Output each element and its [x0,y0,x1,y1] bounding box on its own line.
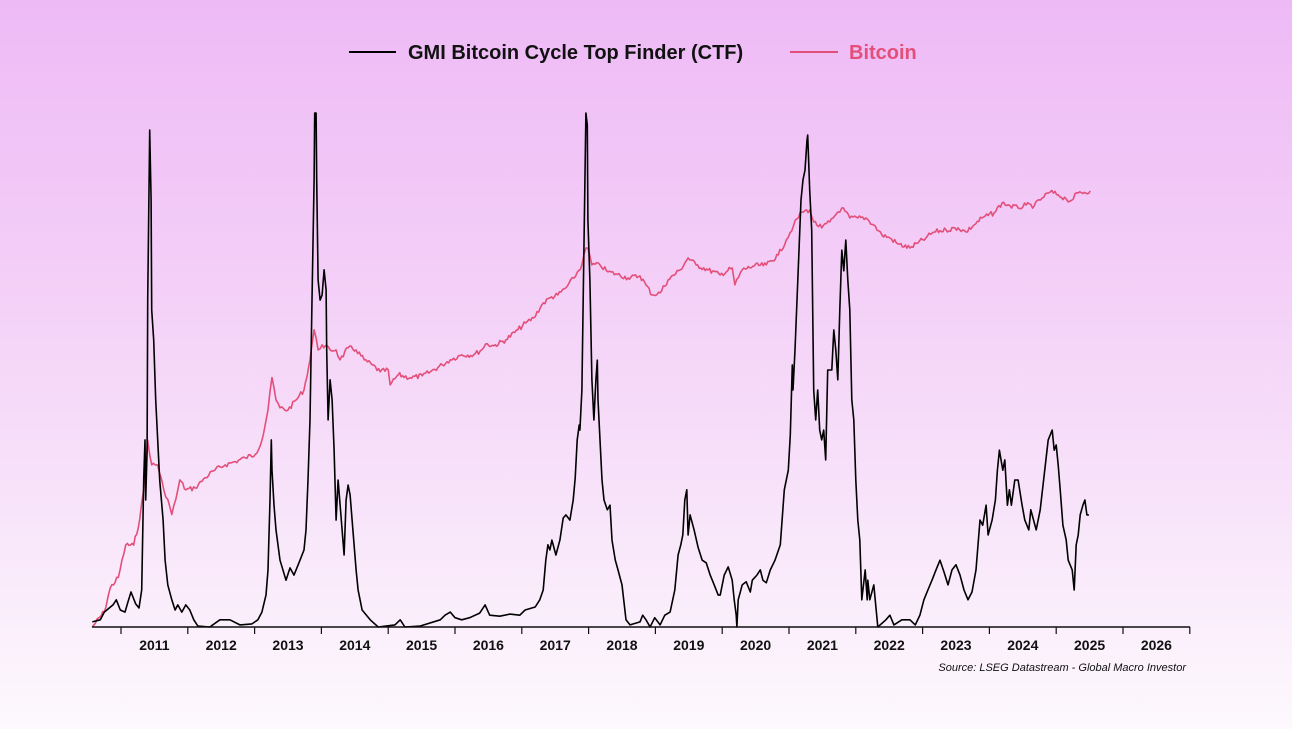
x-tick-label: 2015 [406,637,437,653]
x-tick-label: 2016 [473,637,504,653]
x-tick-label: 2017 [540,637,571,653]
x-tick-label: 2019 [673,637,704,653]
x-axis: 2011 2012 2013 2014 2015 2016 2017 2018 2019 2020… [92,626,1191,653]
bitcoin-series-line [91,189,1091,628]
source-note: Source: LSEG Datastream - Global Macro I… [938,662,1187,674]
x-tick-label: 2024 [1007,637,1038,653]
x-tick-label: 2020 [740,637,771,653]
x-tick-label: 2018 [606,637,637,653]
x-tick-label: 2014 [339,637,370,653]
legend-bitcoin-label: Bitcoin [849,42,917,64]
plot-area [91,112,1091,628]
legend: GMI Bitcoin Cycle Top Finder (CTF) Bitco… [349,42,917,64]
ctf-series-line [92,112,1089,628]
x-tick-label: 2013 [272,637,303,653]
legend-ctf-label: GMI Bitcoin Cycle Top Finder (CTF) [408,42,743,64]
x-tick-label: 2026 [1141,637,1172,653]
x-tick-label: 2022 [874,637,905,653]
x-tick-label: 2023 [940,637,971,653]
x-tick-label: 2012 [206,637,237,653]
x-tick-label: 2011 [139,637,170,653]
x-tick-label: 2025 [1074,637,1105,653]
x-tick-label: 2021 [807,637,838,653]
